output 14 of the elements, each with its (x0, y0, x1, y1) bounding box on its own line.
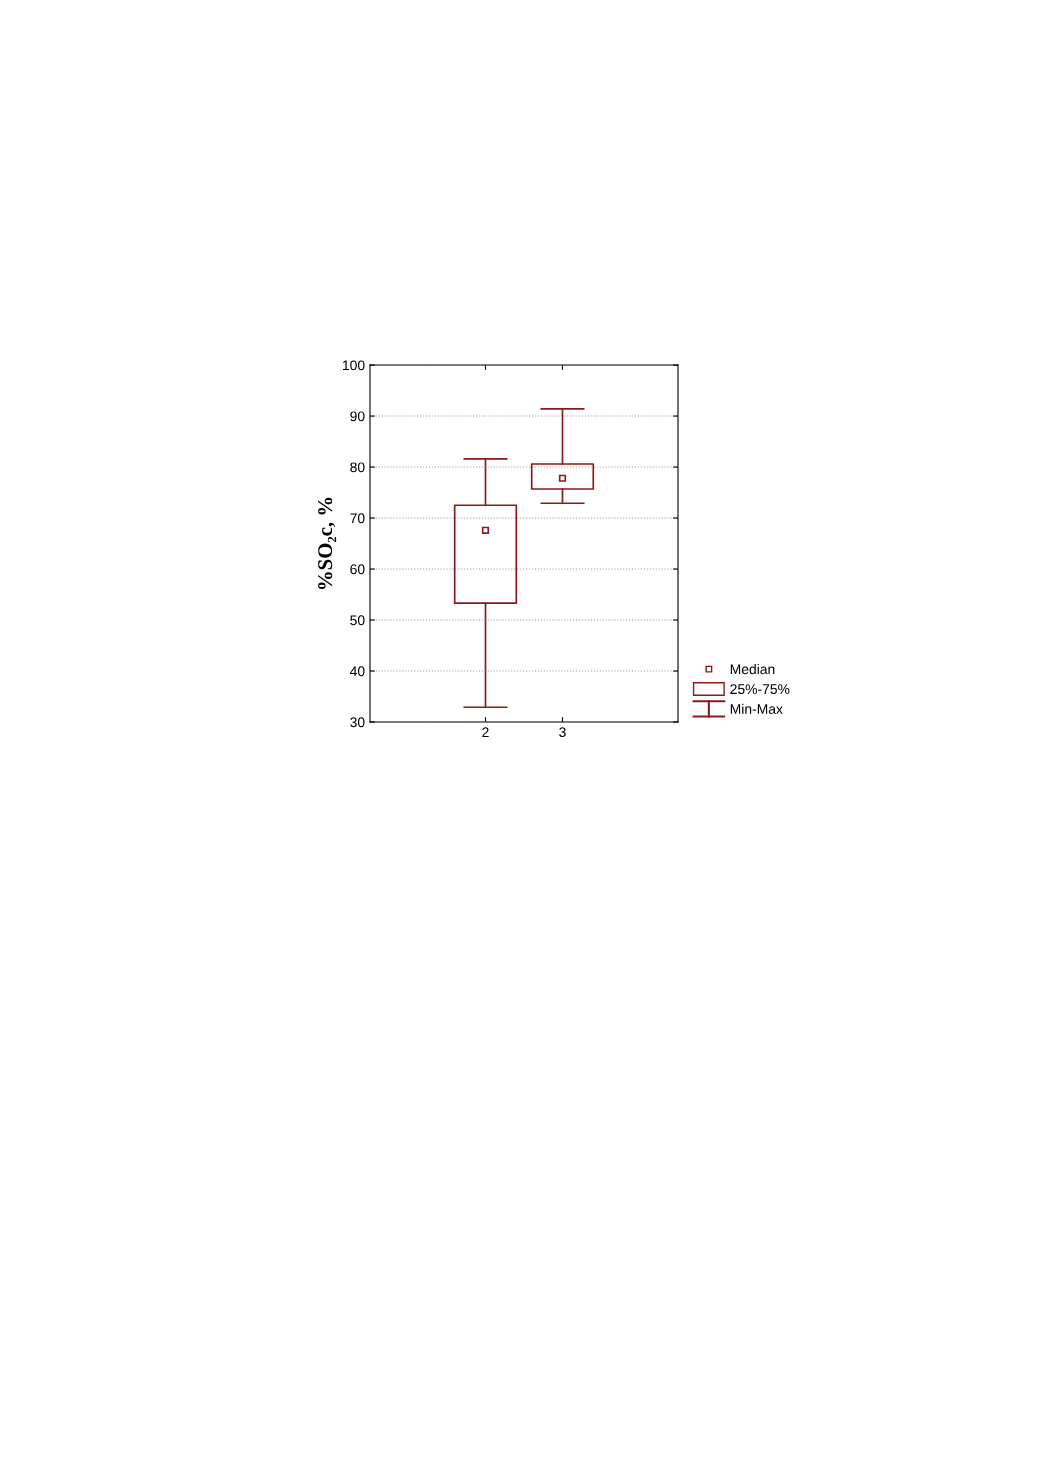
y-tick-label: 70 (350, 513, 365, 524)
x-tick-label: 3 (559, 727, 566, 738)
y-tick-label: 30 (350, 717, 365, 728)
y-tick-label: 80 (350, 462, 365, 473)
y-tick-label: 50 (350, 615, 365, 626)
text: Min-Max (730, 703, 783, 714)
y-tick-label: 90 (350, 411, 365, 422)
y-tick-label: 60 (350, 564, 365, 575)
y-axis-title: %SO₂c, % (318, 497, 337, 590)
y-tick-label: 40 (349, 666, 365, 677)
text: 25%-75% (730, 684, 790, 695)
text: Median (730, 663, 775, 675)
y-tick-label: 100 (343, 360, 365, 371)
x-tick-label: 2 (482, 727, 489, 737)
